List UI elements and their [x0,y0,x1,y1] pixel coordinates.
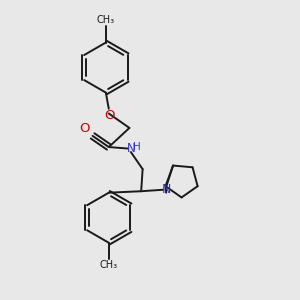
Text: CH₃: CH₃ [97,15,115,25]
Text: N: N [127,142,135,155]
Text: O: O [79,122,90,135]
Text: N: N [161,183,171,196]
Text: H: H [134,142,141,152]
Text: CH₃: CH₃ [100,260,118,270]
Text: O: O [104,110,115,122]
